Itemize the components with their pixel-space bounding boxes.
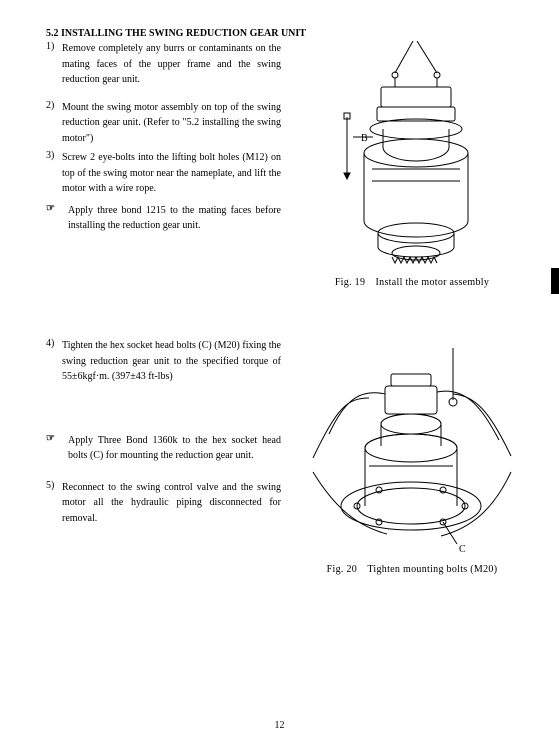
section-number: 5.2 [46, 28, 59, 39]
page-edge-tab [551, 268, 559, 294]
block-1: 1) Remove completely any burrs or contam… [46, 41, 525, 288]
list-body: Screw 2 eye-bolts into the lifting bolt … [62, 150, 281, 197]
list-num: 1) [46, 41, 62, 88]
note-body: Apply Three Bond 1360k to the hex socket… [68, 433, 281, 464]
list-body: Reconnect to the swing control valve and… [62, 480, 281, 527]
fig-19-caption: Fig. 19 Install the motor assembly [317, 277, 507, 288]
fig-19-label-b: B [361, 133, 368, 144]
block-1-text: 1) Remove completely any burrs or contam… [46, 41, 281, 240]
section-title-text: INSTALLING THE SWING REDUCTION GEAR UNIT [61, 28, 306, 39]
list-num: 5) [46, 480, 62, 527]
figure-19: B Fig. 19 Install the motor assembly [299, 41, 525, 288]
page-number: 12 [0, 720, 559, 731]
list-item-5: 5) Reconnect to the swing control valve … [46, 480, 281, 527]
figure-20: C Fig. 20 Tighten mounting bolts (M20) [299, 338, 525, 575]
note-1: ☞ Apply three bond 1215 to the mating fa… [46, 203, 281, 234]
list-num: 3) [46, 150, 62, 197]
fig-20-caption: Fig. 20 Tighten mounting bolts (M20) [307, 564, 517, 575]
fig-20-label-c: C [459, 544, 466, 555]
fig-19-illustration: B [317, 41, 507, 271]
list-item-2: 2) Mount the swing motor assembly on top… [46, 100, 281, 147]
list-item-1: 1) Remove completely any burrs or contam… [46, 41, 281, 88]
note-2: ☞ Apply Three Bond 1360k to the hex sock… [46, 433, 281, 464]
list-item-3: 3) Screw 2 eye-bolts into the lifting bo… [46, 150, 281, 197]
section-heading: 5.2 INSTALLING THE SWING REDUCTION GEAR … [46, 28, 525, 39]
list-item-4: 4) Tighten the hex socket head bolts (C)… [46, 338, 281, 385]
block-2-text: 4) Tighten the hex socket head bolts (C)… [46, 338, 281, 530]
list-body: Remove completely any burrs or contamina… [62, 41, 281, 88]
list-num: 4) [46, 338, 62, 385]
note-body: Apply three bond 1215 to the mating face… [68, 203, 281, 234]
page-content: 5.2 INSTALLING THE SWING REDUCTION GEAR … [0, 0, 559, 591]
list-body: Mount the swing motor assembly on top of… [62, 100, 281, 147]
list-body: Tighten the hex socket head bolts (C) (M… [62, 338, 281, 385]
block-2: 4) Tighten the hex socket head bolts (C)… [46, 338, 525, 575]
list-num: 2) [46, 100, 62, 147]
hand-point-icon: ☞ [46, 433, 68, 464]
fig-20-illustration: C [307, 338, 517, 558]
hand-point-icon: ☞ [46, 203, 68, 234]
